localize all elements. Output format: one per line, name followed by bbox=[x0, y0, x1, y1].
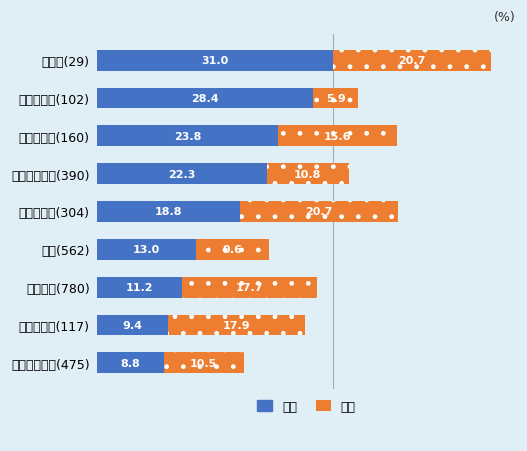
Text: 9.4: 9.4 bbox=[122, 320, 142, 330]
Bar bbox=[168, 315, 305, 336]
Text: 13.0: 13.0 bbox=[133, 245, 160, 255]
Bar bbox=[96, 126, 278, 147]
Text: 8.8: 8.8 bbox=[120, 358, 140, 368]
Text: 23.8: 23.8 bbox=[174, 132, 201, 142]
Text: 5.9: 5.9 bbox=[326, 94, 346, 104]
Bar bbox=[182, 277, 317, 298]
Bar bbox=[333, 51, 491, 71]
Text: (%): (%) bbox=[494, 11, 516, 24]
Text: 10.5: 10.5 bbox=[190, 358, 218, 368]
Bar bbox=[267, 164, 349, 184]
Text: 10.8: 10.8 bbox=[294, 169, 321, 179]
Legend: 悪化, 改善: 悪化, 改善 bbox=[252, 395, 360, 418]
Text: 18.8: 18.8 bbox=[154, 207, 182, 217]
Bar bbox=[240, 202, 398, 222]
Bar bbox=[96, 353, 164, 373]
Text: 11.2: 11.2 bbox=[125, 283, 153, 293]
Bar bbox=[96, 239, 196, 260]
Text: 17.9: 17.9 bbox=[223, 320, 250, 330]
Bar bbox=[313, 88, 358, 109]
Bar bbox=[96, 202, 240, 222]
Text: 15.6: 15.6 bbox=[324, 132, 352, 142]
Bar bbox=[96, 277, 182, 298]
Text: 20.7: 20.7 bbox=[305, 207, 333, 217]
Text: 17.7: 17.7 bbox=[236, 283, 264, 293]
Bar bbox=[96, 88, 313, 109]
Bar bbox=[164, 353, 244, 373]
Bar bbox=[96, 315, 168, 336]
Text: 31.0: 31.0 bbox=[201, 56, 228, 66]
Text: 20.7: 20.7 bbox=[398, 56, 425, 66]
Text: 28.4: 28.4 bbox=[191, 94, 219, 104]
Bar bbox=[96, 51, 333, 71]
Text: 9.6: 9.6 bbox=[222, 245, 242, 255]
Bar bbox=[196, 239, 269, 260]
Bar bbox=[278, 126, 397, 147]
Text: 22.3: 22.3 bbox=[168, 169, 196, 179]
Bar bbox=[96, 164, 267, 184]
